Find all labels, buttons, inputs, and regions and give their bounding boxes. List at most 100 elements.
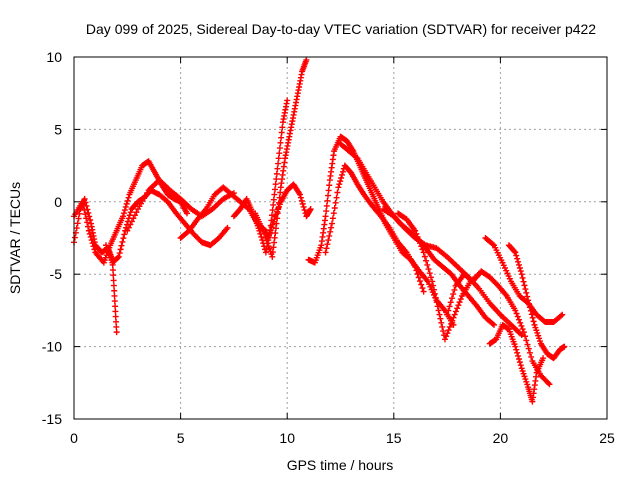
data-point-marker	[423, 257, 430, 264]
data-point-marker	[416, 240, 423, 247]
x-tick-label: 5	[177, 430, 185, 446]
data-point-marker	[224, 224, 231, 231]
data-point-marker	[323, 245, 330, 252]
data-point-marker	[414, 270, 421, 277]
data-point-marker	[276, 150, 283, 157]
data-point-marker	[526, 304, 533, 311]
data-point-marker	[517, 319, 524, 326]
data-point-marker	[270, 196, 277, 203]
data-point-marker	[415, 274, 422, 281]
series-track-14	[444, 268, 553, 388]
data-point-marker	[110, 277, 117, 284]
data-point-marker	[522, 333, 529, 340]
data-point-marker	[443, 333, 450, 340]
y-tick-label: 5	[54, 121, 62, 137]
data-point-marker	[325, 237, 332, 244]
data-point-marker	[529, 314, 536, 321]
series-track-17	[505, 242, 568, 362]
data-point-marker	[323, 208, 330, 215]
data-point-marker	[512, 343, 519, 350]
data-point-marker	[427, 274, 434, 281]
data-point-marker	[85, 227, 92, 234]
data-point-marker	[418, 281, 425, 288]
data-point-marker	[274, 165, 281, 172]
data-point-marker	[84, 219, 91, 226]
data-point-marker	[441, 336, 448, 343]
data-point-marker	[71, 234, 78, 241]
data-point-marker	[131, 212, 138, 219]
data-point-marker	[270, 201, 277, 208]
data-point-marker	[88, 237, 95, 244]
data-point-marker	[120, 235, 127, 242]
data-point-marker	[273, 220, 280, 227]
x-axis-label: GPS time / hours	[287, 457, 394, 473]
x-tick-label: 10	[279, 430, 295, 446]
data-point-marker	[528, 311, 535, 318]
data-point-marker	[444, 330, 451, 337]
data-point-marker	[298, 197, 305, 204]
data-point-marker	[522, 286, 529, 293]
y-tick-label: -5	[50, 266, 63, 282]
data-point-marker	[73, 225, 80, 232]
data-point-marker	[325, 192, 332, 199]
data-point-marker	[334, 189, 341, 196]
data-point-marker	[524, 293, 531, 300]
y-tick-label: -10	[42, 339, 62, 355]
data-point-marker	[448, 295, 455, 302]
data-point-marker	[279, 124, 286, 131]
data-point-marker	[120, 213, 127, 220]
data-point-marker	[124, 197, 131, 204]
data-point-marker	[74, 220, 81, 227]
data-point-marker	[272, 186, 279, 193]
series-track-10	[322, 162, 427, 295]
data-point-marker	[559, 311, 566, 318]
data-point-marker	[431, 290, 438, 297]
data-point-marker	[454, 305, 461, 312]
data-point-marker	[457, 296, 464, 303]
data-point-marker	[489, 320, 496, 327]
y-tick-label: 10	[46, 49, 62, 65]
data-point-marker	[517, 268, 524, 275]
data-point-marker	[434, 303, 441, 310]
data-point-marker	[89, 240, 96, 247]
data-point-marker	[513, 346, 520, 353]
data-point-marker	[516, 264, 523, 271]
data-point-marker	[127, 209, 134, 216]
data-point-marker	[268, 212, 275, 219]
data-point-marker	[515, 261, 522, 268]
data-point-marker	[516, 359, 523, 366]
data-point-marker	[299, 200, 306, 207]
data-point-marker	[120, 210, 127, 217]
data-point-marker	[338, 175, 345, 182]
data-point-marker	[420, 249, 427, 256]
data-point-marker	[514, 313, 521, 320]
data-point-marker	[296, 191, 303, 198]
data-point-marker	[328, 224, 335, 231]
data-point-marker	[121, 207, 128, 214]
data-point-marker	[303, 56, 310, 63]
data-series	[71, 56, 568, 405]
data-point-marker	[130, 215, 137, 222]
data-point-marker	[491, 321, 498, 328]
data-point-marker	[83, 215, 90, 222]
data-point-marker	[513, 310, 520, 317]
data-point-marker	[515, 352, 522, 359]
data-point-marker	[419, 285, 426, 292]
series-track-4	[124, 177, 237, 234]
data-point-marker	[258, 233, 265, 240]
data-point-marker	[327, 228, 334, 235]
data-point-marker	[277, 139, 284, 146]
data-point-marker	[425, 266, 432, 273]
data-point-marker	[432, 294, 439, 301]
data-point-marker	[125, 194, 132, 201]
data-point-marker	[523, 337, 530, 344]
x-tick-labels: 0 5 10 15 20 25	[70, 430, 615, 446]
data-point-marker	[127, 221, 134, 228]
data-point-marker	[118, 242, 125, 249]
data-point-marker	[437, 315, 444, 322]
data-point-marker	[520, 329, 527, 336]
data-point-marker	[326, 232, 333, 239]
series-track-15	[486, 321, 547, 405]
data-point-marker	[445, 307, 452, 314]
